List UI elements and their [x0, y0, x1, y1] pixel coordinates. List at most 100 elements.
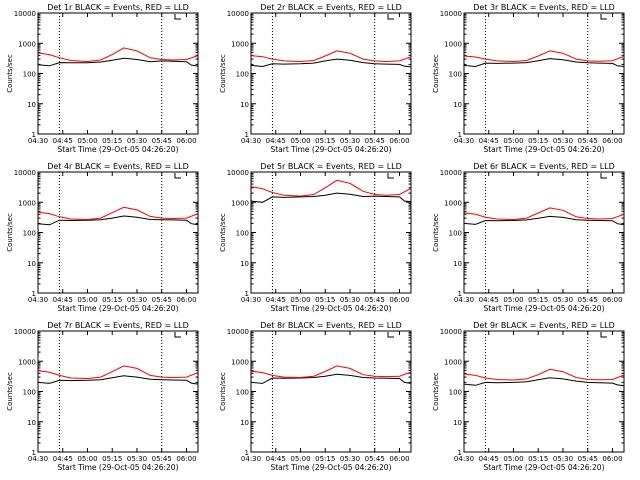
x-tick-label: 05:45	[365, 455, 385, 463]
y-tick-label: 100	[236, 230, 249, 238]
x-tick-label: 05:45	[365, 137, 385, 145]
y-tick-label: 10000	[14, 10, 36, 18]
x-tick-label: 04:30	[241, 296, 261, 304]
x-tick-label: 05:00	[77, 455, 97, 463]
y-tick-label: 10000	[14, 169, 36, 177]
x-tick-label: 05:00	[503, 296, 523, 304]
x-tick-label: 05:45	[578, 296, 598, 304]
x-tick-label: 05:30	[340, 137, 360, 145]
y-axis-label: Counts/sec	[6, 54, 14, 93]
chart-panel: Det 3r BLACK = Events, RED = LLD 04:30 04:…	[432, 3, 625, 154]
x-tick-label: 05:30	[553, 137, 573, 145]
events-series-line	[250, 373, 412, 384]
y-tick-label: 1	[458, 449, 462, 457]
x-tick-label: 05:30	[127, 455, 147, 463]
y-tick-label: 1000	[231, 199, 249, 207]
lld-series-line	[37, 47, 199, 63]
y-axis-label: Counts/sec	[219, 54, 227, 93]
corner-marker	[600, 332, 607, 338]
events-series-line	[463, 215, 625, 226]
x-tick-label: 05:00	[290, 137, 310, 145]
corner-marker	[387, 14, 394, 20]
x-tick-label: 05:30	[553, 296, 573, 304]
y-tick-label: 1	[458, 131, 462, 139]
y-tick-label: 1000	[18, 40, 36, 48]
x-tick-label: 05:45	[578, 455, 598, 463]
y-tick-label: 1	[458, 290, 462, 298]
y-tick-label: 1000	[231, 358, 249, 366]
x-tick-label: 05:15	[102, 137, 122, 145]
x-tick-label: 05:00	[503, 455, 523, 463]
lld-series-line	[250, 50, 412, 63]
x-tick-label: 05:15	[102, 455, 122, 463]
y-tick-label: 1	[32, 131, 36, 139]
chart-title: Det 2r BLACK = Events, RED = LLD	[260, 3, 402, 12]
y-tick-label: 100	[449, 71, 462, 79]
x-tick-label: 05:30	[340, 455, 360, 463]
plot-frame	[250, 12, 412, 135]
y-axis-label: Counts/sec	[432, 213, 440, 252]
y-tick-label: 10	[240, 260, 249, 268]
y-tick-label: 1	[245, 449, 249, 457]
x-tick-label: 04:45	[479, 137, 499, 145]
x-tick-label: 05:15	[315, 455, 335, 463]
y-tick-label: 1000	[231, 40, 249, 48]
lld-series-line	[37, 365, 199, 380]
events-series-line	[37, 375, 199, 385]
x-tick-label: 04:30	[454, 137, 474, 145]
chart-title: Det 5r BLACK = Events, RED = LLD	[260, 162, 402, 171]
x-tick-label: 06:00	[602, 137, 622, 145]
y-tick-label: 100	[236, 389, 249, 397]
y-tick-label: 10	[453, 101, 462, 109]
x-tick-label: 05:15	[528, 137, 548, 145]
y-tick-label: 10000	[14, 328, 36, 336]
x-tick-label: 05:45	[152, 455, 172, 463]
x-tick-label: 04:45	[266, 455, 286, 463]
y-tick-label: 10000	[440, 328, 462, 336]
y-axis-label: Counts/sec	[432, 54, 440, 93]
x-tick-label: 05:15	[528, 455, 548, 463]
y-tick-label: 1	[32, 449, 36, 457]
y-axis-label: Counts/sec	[432, 372, 440, 411]
x-tick-label: 05:00	[290, 296, 310, 304]
x-tick-label: 05:15	[315, 137, 335, 145]
y-tick-label: 100	[23, 71, 36, 79]
x-tick-label: 05:45	[152, 137, 172, 145]
chart-panel: Det 4r BLACK = Events, RED = LLD 04:30 04:…	[6, 162, 199, 313]
corner-marker	[387, 173, 394, 179]
events-series-line	[463, 377, 625, 387]
y-tick-label: 10000	[227, 328, 249, 336]
x-tick-label: 05:15	[315, 296, 335, 304]
chart-panel: Det 7r BLACK = Events, RED = LLD 04:30 04:…	[6, 321, 199, 472]
x-tick-label: 05:15	[102, 296, 122, 304]
chart-panel: Det 9r BLACK = Events, RED = LLD 04:30 04:…	[432, 321, 625, 472]
x-tick-label: 04:45	[266, 296, 286, 304]
chart-title: Det 1r BLACK = Events, RED = LLD	[47, 3, 189, 12]
y-tick-label: 100	[236, 71, 249, 79]
x-tick-label: 04:45	[53, 296, 73, 304]
y-tick-label: 1	[32, 290, 36, 298]
x-axis-label: Start Time (29-Oct-05 04:26:20)	[270, 304, 391, 313]
plot-frame	[37, 12, 199, 135]
x-tick-label: 05:45	[152, 296, 172, 304]
x-axis-label: Start Time (29-Oct-05 04:26:20)	[57, 463, 178, 472]
events-series-line	[37, 215, 199, 226]
x-tick-label: 06:00	[602, 296, 622, 304]
chart-panel: Det 8r BLACK = Events, RED = LLD 04:30 04:…	[219, 321, 412, 472]
y-tick-label: 10	[27, 419, 36, 427]
x-tick-label: 05:30	[127, 296, 147, 304]
x-tick-label: 05:30	[340, 296, 360, 304]
plot-frame	[250, 330, 412, 453]
x-tick-label: 05:15	[528, 296, 548, 304]
x-tick-label: 06:00	[389, 137, 409, 145]
y-tick-label: 10	[240, 419, 249, 427]
chart-panel: Det 6r BLACK = Events, RED = LLD 04:30 04:…	[432, 162, 625, 313]
x-tick-label: 05:00	[503, 137, 523, 145]
y-tick-label: 100	[23, 230, 36, 238]
x-tick-label: 06:00	[176, 455, 196, 463]
corner-marker	[174, 332, 181, 338]
x-tick-label: 04:45	[53, 137, 73, 145]
x-axis-label: Start Time (29-Oct-05 04:26:20)	[57, 145, 178, 154]
corner-marker	[174, 173, 181, 179]
